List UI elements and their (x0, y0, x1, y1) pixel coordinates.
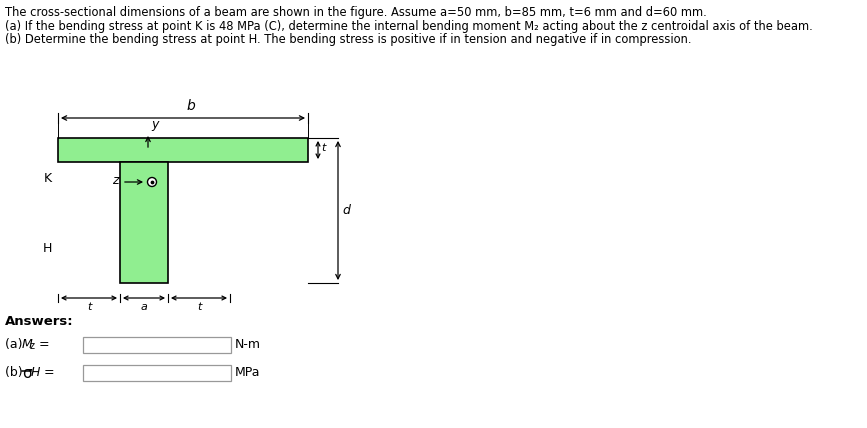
Text: (a): (a) (5, 338, 27, 351)
Text: (b): (b) (5, 366, 27, 379)
Bar (83, 365, 231, 381)
Text: =: = (35, 338, 49, 351)
Text: K: K (44, 172, 52, 184)
Text: (b) Determine the bending stress at point H. The bending stress is positive if i: (b) Determine the bending stress at poin… (5, 33, 692, 46)
Text: t: t (87, 302, 91, 312)
Text: MPa: MPa (235, 366, 260, 379)
Text: (a) If the bending stress at point K is 48 MPa (C), determine the internal bendi: (a) If the bending stress at point K is … (5, 20, 812, 33)
Text: z: z (113, 173, 119, 187)
Text: a: a (140, 302, 147, 312)
Text: σ: σ (22, 366, 32, 381)
Text: t: t (321, 143, 325, 153)
Text: N-m: N-m (235, 338, 261, 351)
Text: Answers:: Answers: (5, 315, 74, 328)
Text: M: M (22, 338, 33, 351)
Text: The cross-sectional dimensions of a beam are shown in the figure. Assume a=50 mm: The cross-sectional dimensions of a beam… (5, 6, 707, 19)
Text: H: H (31, 366, 41, 379)
Text: z: z (30, 341, 35, 351)
Text: H: H (42, 241, 52, 255)
Text: =: = (40, 366, 55, 379)
Bar (83, 337, 231, 353)
Text: y: y (151, 118, 159, 131)
Text: t: t (197, 302, 201, 312)
Text: d: d (342, 204, 350, 217)
Circle shape (147, 178, 157, 187)
Bar (120, 162, 168, 283)
Bar (58, 138, 308, 162)
Text: b: b (186, 99, 195, 113)
